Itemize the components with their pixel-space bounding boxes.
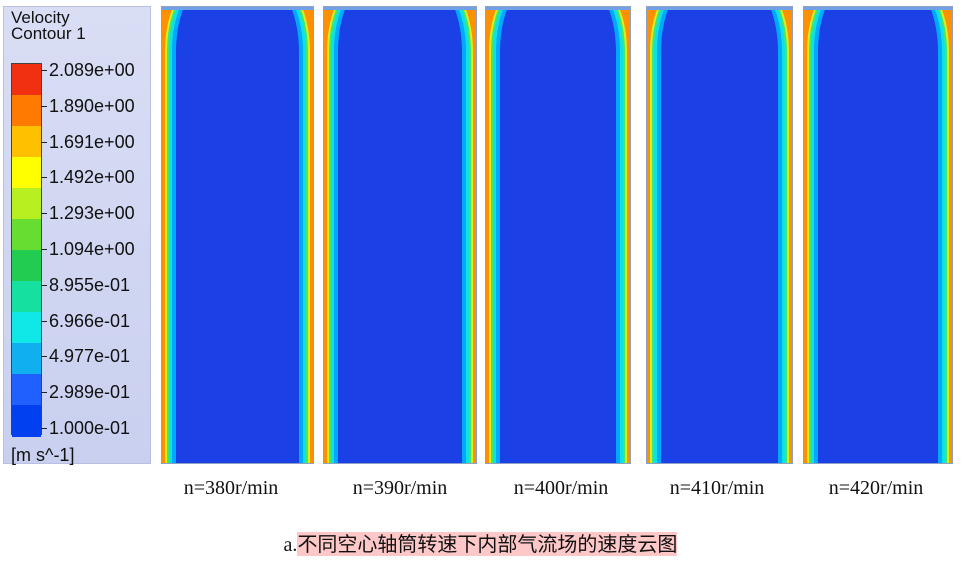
wall-boundary-layer-right — [941, 7, 952, 463]
legend-tick — [41, 141, 47, 143]
core-flow-region — [503, 11, 613, 463]
top-wall — [804, 7, 952, 10]
legend-level-label: 1.000e-01 — [49, 418, 131, 438]
rotation-speed-label: n=420r/min — [828, 477, 924, 499]
top-wall — [486, 7, 630, 10]
wall-boundary-layer-left — [162, 7, 173, 463]
legend-tick — [41, 392, 47, 394]
wall-boundary-layer-right — [779, 7, 792, 463]
legend-tick — [41, 356, 47, 358]
legend-swatch — [12, 64, 41, 96]
wall-boundary-layer-left — [804, 7, 817, 463]
wall-boundary-layer-right — [939, 7, 952, 463]
legend-level-label: 1.492e+00 — [49, 167, 135, 188]
velocity-legend: Velocity Contour 1 2.089e+00 1.890e+00 1.6… — [3, 6, 151, 465]
velocity-contour-panel — [485, 6, 631, 464]
legend-swatch — [12, 219, 41, 251]
wall-boundary-layer-left — [162, 7, 175, 463]
contour-plot — [324, 7, 476, 463]
legend-tick — [41, 105, 47, 107]
wall-boundary-layer-right — [619, 7, 630, 463]
core-flow-region — [341, 11, 459, 463]
wall-boundary-layer-right — [781, 7, 792, 463]
legend-level-label: 8.955e-01 — [49, 274, 131, 295]
legend-swatch — [12, 188, 41, 220]
legend-tick — [41, 249, 47, 250]
wall-boundary-layer-right — [463, 7, 476, 463]
legend-level-label: 6.966e-01 — [49, 310, 131, 331]
contour-plot — [804, 7, 952, 463]
legend-tick — [41, 428, 47, 429]
legend-level-label: 1.094e+00 — [49, 239, 135, 259]
velocity-contour-panel — [323, 6, 477, 464]
legend-title-line2: Contour 1 — [11, 24, 86, 43]
wall-boundary-layer-left — [486, 7, 499, 463]
legend-tick — [41, 284, 47, 286]
rotation-speed-label: n=400r/min — [513, 477, 609, 499]
legend-swatch — [12, 312, 41, 344]
legend-swatch — [12, 343, 41, 375]
legend-swatch — [12, 405, 41, 437]
contour-plot — [647, 7, 792, 463]
legend-tick — [41, 177, 47, 179]
caption-prefix: a. — [283, 534, 298, 556]
wall-boundary-layer-left — [324, 7, 337, 463]
contour-plot — [486, 7, 630, 463]
legend-swatch — [12, 250, 41, 282]
legend-level-label: 1.293e+00 — [49, 203, 135, 224]
rotation-speed-label: n=380r/min — [183, 477, 279, 499]
wall-boundary-layer-left — [647, 7, 658, 463]
legend-level-label: 1.890e+00 — [49, 95, 135, 116]
legend-unit: [m s^-1] — [11, 445, 75, 465]
wall-boundary-layer-right — [300, 7, 313, 463]
legend-level-label: 2.089e+00 — [49, 60, 135, 80]
top-wall — [162, 7, 313, 10]
contour-plot — [162, 7, 313, 463]
legend-tick — [41, 70, 47, 71]
rotation-speed-label: n=410r/min — [669, 477, 765, 499]
velocity-contour-panel — [803, 6, 953, 464]
legend-swatch — [12, 374, 41, 406]
legend-level-label: 2.989e-01 — [49, 382, 131, 403]
wall-boundary-layer-right — [465, 7, 476, 463]
figure-caption: a.不同空心轴筒转速下内部气流场的速度云图 — [0, 528, 961, 557]
core-flow-region — [821, 11, 935, 463]
top-wall — [647, 7, 792, 10]
legend-title: Velocity Contour 1 — [11, 8, 86, 43]
legend-tick — [41, 213, 47, 215]
wall-boundary-layer-right — [617, 7, 630, 463]
core-flow-region — [664, 11, 775, 463]
wall-boundary-layer-left — [324, 7, 335, 463]
wall-boundary-layer-left — [486, 7, 497, 463]
top-wall — [324, 7, 476, 10]
legend-title-line1: Velocity — [11, 8, 70, 27]
legend-swatch — [12, 126, 41, 158]
rotation-speed-label: n=390r/min — [352, 477, 448, 499]
caption-text: 不同空心轴筒转速下内部气流场的速度云图 — [297, 532, 678, 556]
legend-swatch — [12, 157, 41, 189]
wall-boundary-layer-left — [804, 7, 815, 463]
legend-level-label: 1.691e+00 — [49, 131, 135, 152]
legend-level-label: 4.977e-01 — [49, 346, 131, 367]
wall-boundary-layer-right — [302, 7, 313, 463]
core-flow-region — [179, 11, 296, 463]
velocity-contour-panel — [161, 6, 314, 464]
wall-boundary-layer-left — [647, 7, 660, 463]
velocity-contour-panel — [646, 6, 793, 464]
legend-swatch — [12, 95, 41, 127]
legend-swatch — [12, 281, 41, 313]
legend-color-bar — [11, 63, 42, 437]
legend-tick — [41, 320, 47, 322]
